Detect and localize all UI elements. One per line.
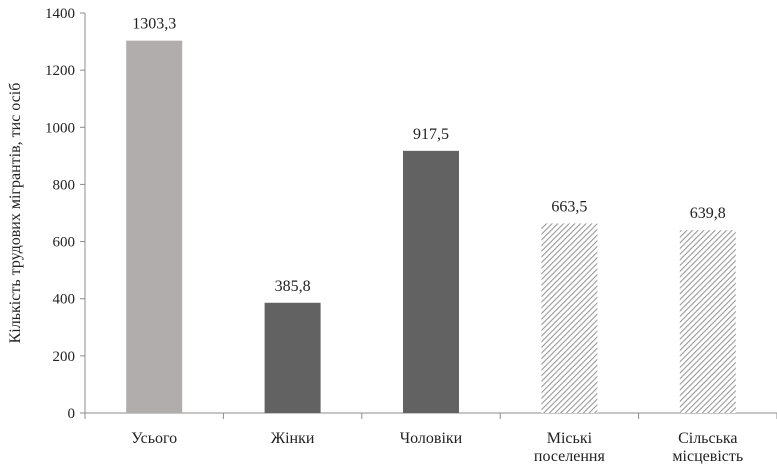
x-category-label: Усього <box>131 430 177 447</box>
data-label: 639,8 <box>690 205 726 222</box>
bar <box>679 230 736 413</box>
y-tick-label: 1200 <box>45 63 75 79</box>
x-category-label: поселення <box>534 448 606 465</box>
x-category-label: Жінки <box>271 430 315 447</box>
x-category-label: місцевість <box>672 448 743 465</box>
data-label: 663,5 <box>551 198 587 215</box>
y-tick-label: 1000 <box>45 120 75 136</box>
y-tick-label: 800 <box>53 177 76 193</box>
x-category-label: Сільська <box>678 430 737 447</box>
y-tick-label: 1400 <box>45 6 75 22</box>
bar <box>264 302 321 413</box>
y-tick-label: 200 <box>53 349 76 365</box>
bar <box>126 40 183 413</box>
x-category-label: Чоловіки <box>400 430 463 447</box>
y-axis-title: Кількість трудових мігрантів, тис осіб <box>7 83 24 344</box>
bar <box>541 223 598 413</box>
data-label: 917,5 <box>413 126 449 143</box>
plot-area: 0 200 400 600 800 1000 1200 1400 1303,3 Усього 385… <box>45 6 777 465</box>
y-tick-label: 400 <box>53 292 76 308</box>
x-category-label: Міські <box>547 430 593 447</box>
y-tick-label: 0 <box>68 406 76 422</box>
data-label: 385,8 <box>275 278 311 295</box>
data-label: 1303,3 <box>132 16 176 33</box>
y-tick-label: 600 <box>53 235 76 251</box>
bar <box>403 150 459 413</box>
